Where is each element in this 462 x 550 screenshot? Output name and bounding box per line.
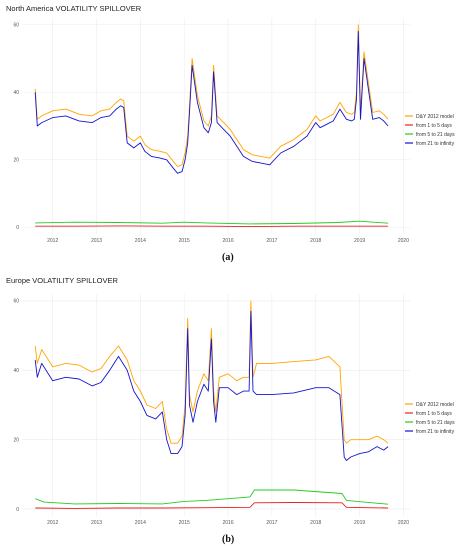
legend-label: D&Y 2012 model (416, 402, 454, 408)
x-tick-label: 2019 (354, 238, 365, 244)
y-tick-label: 40 (13, 368, 19, 374)
series-line (34, 24, 389, 167)
x-tick-label: 2014 (135, 238, 146, 244)
x-tick-label: 2018 (310, 238, 321, 244)
x-tick-label: 2020 (398, 520, 409, 526)
series-line (34, 310, 389, 461)
chart-plot-b: 2012 2013 2014 2015 2016 2017 2018 2019 2020 0 20 4… (13, 294, 455, 526)
x-tick-label: 2012 (47, 238, 58, 244)
y-tick-label: 60 (13, 23, 19, 29)
x-tick-label: 2014 (135, 520, 146, 526)
x-tick-label: 2020 (398, 238, 409, 244)
y-tick-label: 20 (13, 437, 19, 443)
chart-panel-a: North America VOLATILITY SPILLOVER 2012 2… (0, 0, 462, 268)
chart-panel-b: Europe VOLATILITY SPILLOVER 2012 2013 2014… (0, 270, 462, 550)
legend-label: from 21 to infinity (416, 141, 455, 147)
legend-label: from 21 to infinity (416, 429, 455, 435)
legend-label: from 5 to 21 days (416, 132, 455, 138)
x-tick-label: 2016 (222, 238, 233, 244)
series-line (34, 31, 389, 174)
legend-label: from 5 to 21 days (416, 420, 455, 426)
chart-title: North America VOLATILITY SPILLOVER (6, 4, 142, 13)
chart-plot-a: 2012 2013 2014 2015 2016 2017 2018 2019 2020 0 20 4… (13, 18, 455, 244)
x-tick-label: 2012 (47, 520, 58, 526)
x-tick-label: 2017 (266, 238, 277, 244)
legend-label: D&Y 2012 model (416, 114, 454, 120)
figure-caption: (b) (222, 534, 235, 545)
x-tick-label: 2018 (310, 520, 321, 526)
x-tick-label: 2019 (354, 520, 365, 526)
x-tick-label: 2017 (266, 520, 277, 526)
y-tick-label: 20 (13, 158, 19, 164)
x-tick-label: 2013 (91, 238, 102, 244)
legend-label: from 1 to 5 days (416, 411, 452, 417)
y-tick-label: 40 (13, 90, 19, 96)
y-tick-label: 0 (16, 507, 19, 513)
chart-title: Europe VOLATILITY SPILLOVER (6, 276, 118, 285)
y-tick-label: 60 (13, 299, 19, 305)
x-tick-label: 2016 (222, 520, 233, 526)
series-line (35, 502, 389, 509)
series-line (34, 300, 389, 444)
x-tick-label: 2015 (179, 520, 190, 526)
series-line (35, 220, 389, 225)
series-line (35, 225, 389, 228)
series-line (35, 489, 389, 505)
x-tick-label: 2015 (179, 238, 190, 244)
legend-label: from 1 to 5 days (416, 123, 452, 129)
y-tick-label: 0 (16, 225, 19, 231)
figure-caption: (a) (222, 252, 234, 263)
x-tick-label: 2013 (91, 520, 102, 526)
